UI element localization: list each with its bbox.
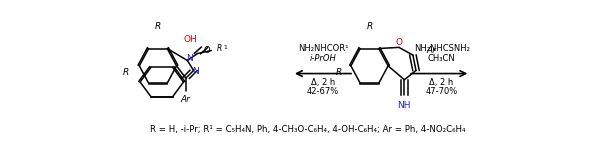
Text: NH: NH xyxy=(398,101,411,110)
Text: Ar: Ar xyxy=(181,95,191,104)
Text: O: O xyxy=(203,46,210,55)
Text: R: R xyxy=(123,67,129,77)
Text: O: O xyxy=(395,38,403,47)
Text: Δ, 2 h: Δ, 2 h xyxy=(311,77,335,87)
Text: N: N xyxy=(187,54,193,63)
Text: Ar: Ar xyxy=(427,46,437,55)
Text: 42-67%: 42-67% xyxy=(307,87,339,96)
Text: 47-70%: 47-70% xyxy=(425,87,458,96)
Text: CH₃CN: CH₃CN xyxy=(428,54,455,63)
Text: R: R xyxy=(336,67,343,77)
Text: R: R xyxy=(367,22,373,31)
Text: N: N xyxy=(192,67,199,76)
Text: R: R xyxy=(217,44,222,53)
Text: NH₂NHCOR¹: NH₂NHCOR¹ xyxy=(298,44,348,53)
Text: R: R xyxy=(155,22,161,31)
Text: 1: 1 xyxy=(223,45,227,50)
Text: R = H, ­i-Pr; R¹ = C₅H₄N, Ph, 4-CH₃O-C₆H₄, 4-OH-C₆H₄; Ar = Ph, 4-NO₂C₆H₄: R = H, ­i-Pr; R¹ = C₅H₄N, Ph, 4-CH₃O-C₆H… xyxy=(150,125,465,134)
Text: Δ, 2 h: Δ, 2 h xyxy=(430,77,454,87)
Text: OH: OH xyxy=(184,35,197,44)
Text: i-PrOH: i-PrOH xyxy=(310,54,337,63)
Text: NH₂NHCSNH₂: NH₂NHCSNH₂ xyxy=(413,44,470,53)
